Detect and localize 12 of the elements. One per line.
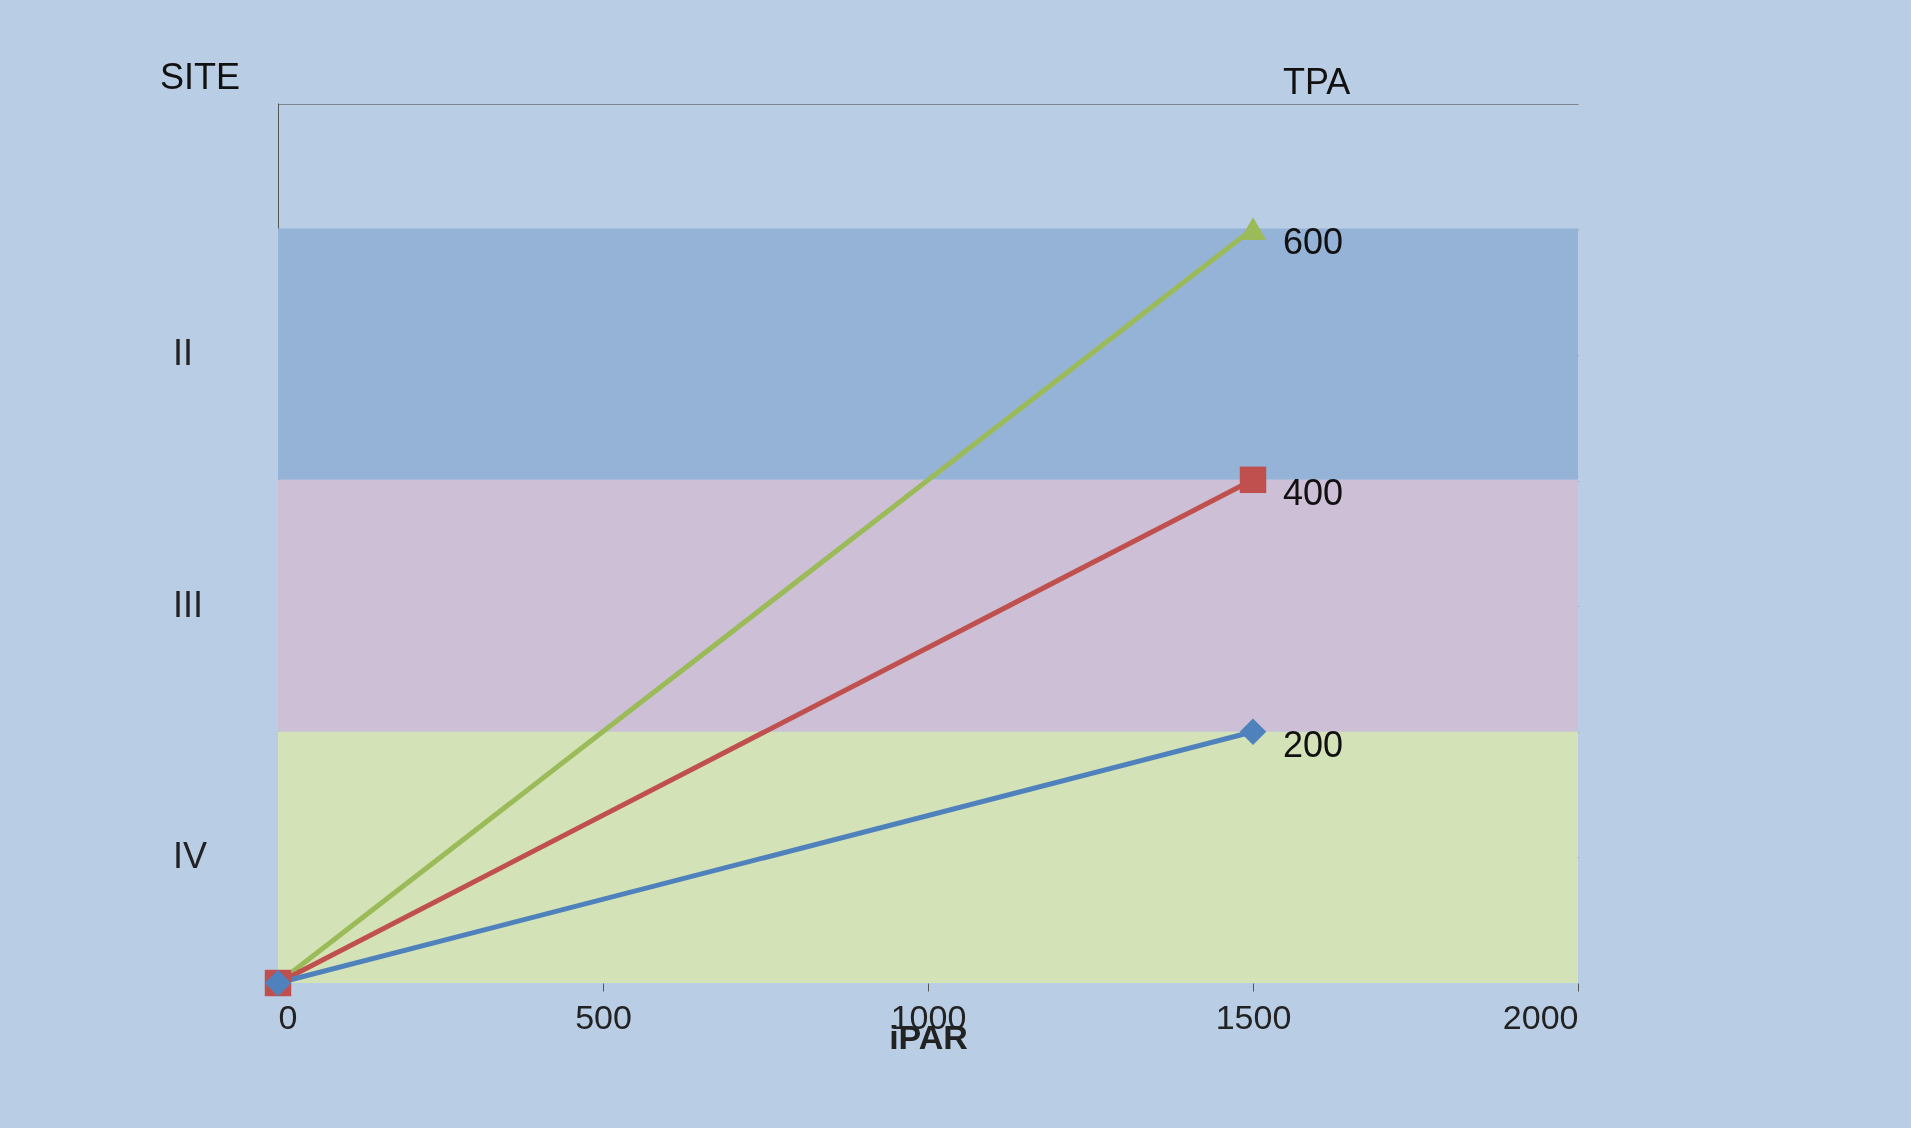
text: SITE bbox=[160, 56, 241, 97]
x-tick-label: 2000 bbox=[1502, 997, 1579, 1036]
series-label: 400 bbox=[1283, 471, 1344, 513]
band-label: III bbox=[173, 583, 204, 625]
legend-title: TPA bbox=[1283, 61, 1351, 102]
x-tick-label: 0 bbox=[278, 997, 298, 1036]
band-label: IV bbox=[173, 835, 208, 877]
series-label: 600 bbox=[1283, 220, 1344, 262]
series-label: 200 bbox=[1283, 723, 1344, 765]
x-tick-label: 1500 bbox=[1215, 997, 1292, 1036]
x-tick-label: 500 bbox=[575, 997, 632, 1036]
band-label: II bbox=[173, 332, 194, 374]
